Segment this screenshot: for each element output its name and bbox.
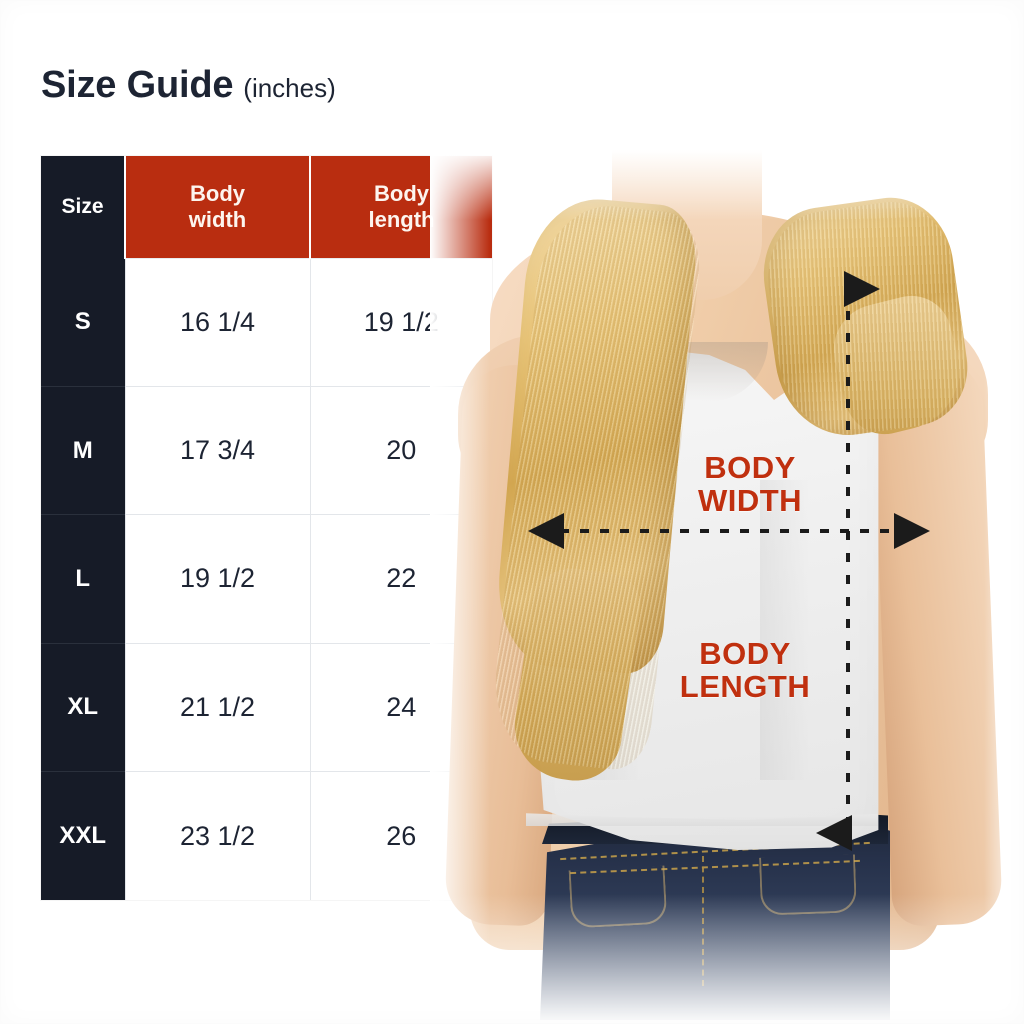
table-row: XXL 23 1/2 26 (41, 771, 492, 900)
title-unit-text: (inches) (243, 73, 336, 103)
table-row: M 17 3/4 20 (41, 385, 492, 515)
cell-size-s: S (41, 258, 125, 387)
table-header: Size Body width Body length (41, 156, 492, 258)
cell-width-xl: 21 1/2 (124, 642, 310, 772)
size-chart-table: Size Body width Body length S 16 1/4 19 1/… (41, 156, 492, 900)
table-header-row: Size Body width Body length (41, 156, 492, 258)
cell-width-xxl: 23 1/2 (124, 771, 310, 900)
table-body: S 16 1/4 19 1/2 M 17 3/4 20 L 19 1/2 22 … (41, 257, 492, 900)
cell-size-xxl: XXL (41, 771, 125, 900)
cell-size-m: M (41, 385, 125, 515)
column-header-body-width: Body width (124, 156, 310, 258)
title-text: Size Guide (41, 64, 234, 106)
model-photo (430, 150, 1024, 1024)
cell-width-s: 16 1/4 (124, 257, 310, 387)
table-row: S 16 1/4 19 1/2 (41, 257, 492, 387)
table-row: XL 21 1/2 24 (41, 642, 492, 772)
cell-size-l: L (41, 514, 125, 644)
body-length-label: BODY LENGTH (679, 636, 811, 704)
model-arm-right (871, 353, 1003, 927)
cell-width-m: 17 3/4 (124, 385, 310, 515)
column-header-size: Size (41, 156, 125, 258)
page-title: Size Guide (inches) (41, 64, 336, 107)
table-row: L 19 1/2 22 (41, 514, 492, 644)
body-width-label: BODY WIDTH (697, 450, 803, 518)
cell-width-l: 19 1/2 (124, 514, 310, 644)
jeans-pocket-right (759, 854, 857, 916)
cell-size-xl: XL (41, 642, 125, 772)
jeans-center-seam (702, 856, 704, 986)
jeans-pocket-left (568, 865, 668, 929)
